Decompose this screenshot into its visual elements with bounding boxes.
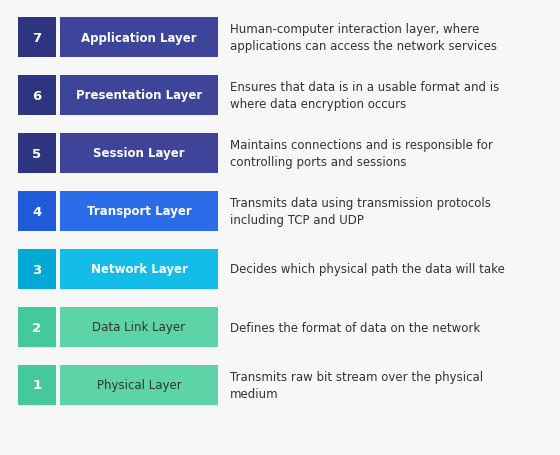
Bar	[60, 365, 218, 405]
Bar	[18, 249, 56, 289]
Text: Human-computer interaction layer, where
applications can access the network serv: Human-computer interaction layer, where …	[230, 23, 497, 53]
Text: Data Link Layer: Data Link Layer	[92, 321, 185, 334]
Bar	[18, 192, 56, 232]
Text: 6: 6	[32, 89, 41, 102]
Bar	[60, 134, 218, 174]
Bar	[60, 307, 218, 347]
Bar	[60, 18, 218, 58]
Text: Transport Layer: Transport Layer	[87, 205, 192, 218]
Text: Transmits raw bit stream over the physical
medium: Transmits raw bit stream over the physic…	[230, 370, 483, 400]
Bar	[60, 249, 218, 289]
Text: Physical Layer: Physical Layer	[97, 379, 181, 392]
Text: Session Layer: Session Layer	[93, 147, 185, 160]
Bar	[18, 134, 56, 174]
Text: Defines the format of data on the network: Defines the format of data on the networ…	[230, 321, 480, 334]
Text: Ensures that data is in a usable format and is
where data encryption occurs: Ensures that data is in a usable format …	[230, 81, 500, 111]
Text: 1: 1	[32, 379, 41, 392]
Text: Maintains connections and is responsible for
controlling ports and sessions: Maintains connections and is responsible…	[230, 138, 493, 169]
Text: Network Layer: Network Layer	[91, 263, 188, 276]
Text: Presentation Layer: Presentation Layer	[76, 89, 202, 102]
Text: Decides which physical path the data will take: Decides which physical path the data wil…	[230, 263, 505, 276]
Bar	[18, 18, 56, 58]
Text: 4: 4	[32, 205, 41, 218]
Bar	[60, 76, 218, 116]
Text: 2: 2	[32, 321, 41, 334]
Text: Application Layer: Application Layer	[81, 31, 197, 45]
Text: Transmits data using transmission protocols
including TCP and UDP: Transmits data using transmission protoc…	[230, 196, 491, 227]
Text: 5: 5	[32, 147, 41, 160]
Bar	[60, 192, 218, 232]
Text: 7: 7	[32, 31, 41, 45]
Text: 3: 3	[32, 263, 41, 276]
Bar	[18, 365, 56, 405]
Bar	[18, 76, 56, 116]
Bar	[18, 307, 56, 347]
